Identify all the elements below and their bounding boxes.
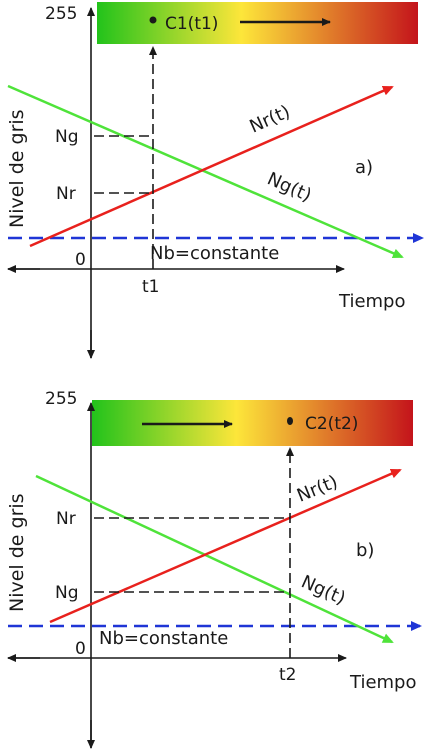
y-axis-title-b: Nivel de gris	[6, 493, 28, 612]
color-point-label-b: C2(t2)	[305, 414, 358, 434]
time-label-a: t1	[142, 277, 159, 297]
ng-line-b	[35, 474, 394, 644]
x-axis-title-b: Tiempo	[349, 672, 417, 693]
ng-label-b: Ng	[55, 583, 79, 603]
y-top-label-a: 255	[45, 4, 77, 24]
color-point-b	[287, 417, 293, 425]
origin-label-b: 0	[75, 639, 86, 659]
color-bar-b	[92, 400, 413, 446]
nr-line-b	[49, 468, 402, 624]
y-top-label-b: 255	[45, 389, 77, 409]
time-label-b: t2	[279, 665, 296, 685]
panel-label-a: a)	[355, 157, 373, 178]
panel-label-b: b)	[356, 540, 374, 561]
nr-line-a	[29, 85, 394, 248]
nr-label-b: Nr	[56, 509, 76, 529]
panel-a: C1(t1) 255 Nivel de gris 0 Tiempo Nb=con…	[6, 2, 424, 359]
nb-label-a: Nb=constante	[150, 243, 279, 264]
panel-b: C2(t2) 255 Nivel de gris 0 Tiempo Nb=con…	[6, 389, 422, 749]
color-point-a	[149, 16, 157, 24]
nb-label-b: Nb=constante	[99, 628, 228, 649]
ng-line-a	[7, 84, 404, 259]
nr-curve-label-b: Nr(t)	[294, 471, 341, 506]
y-axis-title-a: Nivel de gris	[6, 109, 28, 228]
ng-curve-label-b: Ng(t)	[298, 571, 349, 609]
origin-label-a: 0	[75, 250, 86, 270]
nr-label-a: Nr	[56, 184, 76, 204]
x-axis-title-a: Tiempo	[338, 291, 406, 312]
color-point-label-a: C1(t1)	[165, 14, 218, 34]
ng-label-a: Ng	[55, 127, 79, 147]
